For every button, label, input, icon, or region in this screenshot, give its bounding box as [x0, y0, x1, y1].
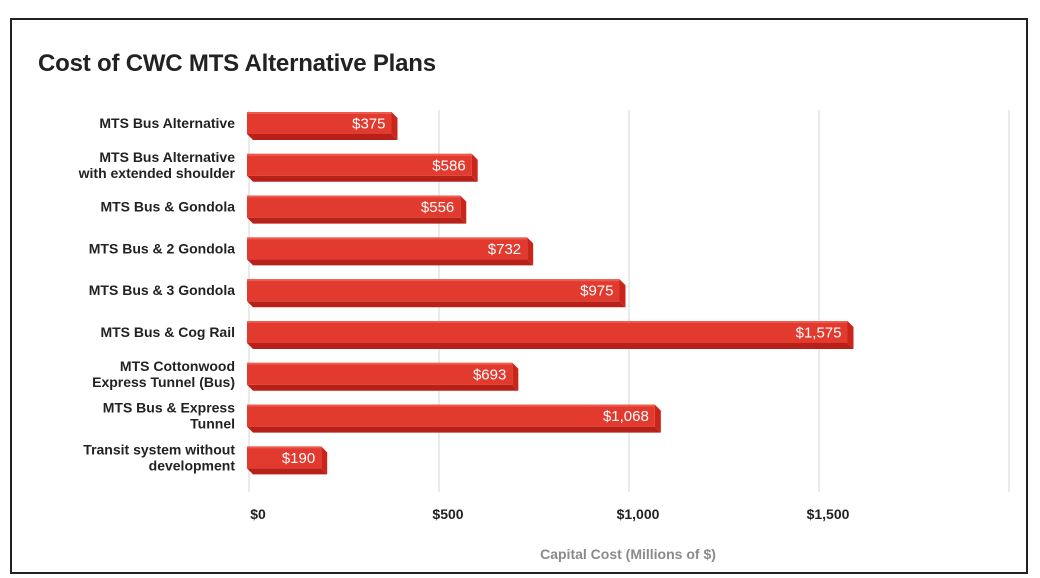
category-label: MTS Bus & 2 Gondola	[89, 240, 235, 256]
bar	[247, 237, 528, 260]
bar-side	[619, 279, 626, 308]
bar-bottom	[247, 217, 467, 224]
bar-side	[321, 446, 328, 475]
category-label: Transit system without	[83, 441, 235, 457]
bar-value-label: $190	[282, 450, 315, 467]
bar	[247, 446, 322, 469]
bar-side	[527, 237, 534, 266]
x-axis-title: Capital Cost (Millions of $)	[540, 546, 716, 562]
bar-highlight	[247, 112, 392, 114]
bar	[247, 112, 392, 134]
bar-side	[460, 195, 467, 224]
bar-side	[391, 112, 398, 140]
x-tick-label: $500	[432, 506, 463, 522]
bar-side	[512, 362, 519, 391]
category-label: Express Tunnel (Bus)	[92, 374, 235, 390]
chart-title: Cost of CWC MTS Alternative Plans	[38, 50, 436, 77]
bar	[247, 321, 848, 343]
bar-bottom	[247, 259, 534, 266]
category-label: MTS Bus Alternative	[99, 149, 235, 165]
bar-highlight	[247, 321, 848, 323]
bar-highlight	[247, 279, 620, 282]
bar-side	[471, 153, 478, 182]
bar-highlight	[247, 237, 528, 240]
category-label: MTS Bus & 3 Gondola	[89, 282, 235, 298]
bar-highlight	[247, 404, 655, 407]
bar-bottom	[247, 343, 854, 349]
bar-value-label: $975	[580, 283, 613, 300]
category-label: Tunnel	[190, 416, 235, 432]
bar-value-label: $693	[473, 366, 506, 383]
bar-value-label: $586	[432, 157, 465, 174]
bar-value-label: $1,068	[603, 408, 649, 425]
bar	[247, 279, 620, 302]
category-label: MTS Bus Alternative	[99, 115, 235, 131]
bar-side	[654, 404, 661, 433]
bar	[247, 362, 513, 385]
x-tick-labels: $0 $500 $1,000 $1,500	[250, 506, 849, 522]
bar-bottom	[247, 175, 478, 182]
bar	[247, 153, 472, 176]
bar	[247, 195, 461, 218]
x-tick-label: $1,500	[807, 506, 850, 522]
category-label: MTS Bus & Cog Rail	[100, 324, 235, 340]
category-label: with extended shoulder	[78, 165, 236, 181]
x-tick-label: $1,000	[617, 506, 660, 522]
bar	[247, 404, 655, 427]
bar-value-label: $1,575	[796, 325, 842, 342]
bar-value-label: $556	[421, 199, 454, 216]
bar-bottom	[247, 301, 626, 308]
bar-value-label: $732	[488, 241, 521, 258]
bar-bottom	[247, 384, 519, 391]
bar-bottom	[247, 426, 661, 433]
category-label: MTS Cottonwood	[120, 358, 235, 374]
bar-side	[847, 321, 854, 349]
bar-highlight	[247, 153, 472, 156]
bar-highlight	[247, 362, 513, 365]
category-label: MTS Bus & Express	[103, 400, 235, 416]
bar-bottom	[247, 134, 398, 140]
category-label: development	[149, 457, 236, 473]
bar-value-label: $375	[352, 116, 385, 133]
bar-bottom	[247, 468, 328, 475]
bar-highlight	[247, 195, 461, 198]
bars: $375 $586 $556 $732 $975 $1,575 $693 $1,068 $190	[247, 112, 854, 475]
bar-highlight	[247, 446, 322, 449]
category-label: MTS Bus & Gondola	[100, 199, 235, 215]
x-tick-label: $0	[250, 506, 266, 522]
